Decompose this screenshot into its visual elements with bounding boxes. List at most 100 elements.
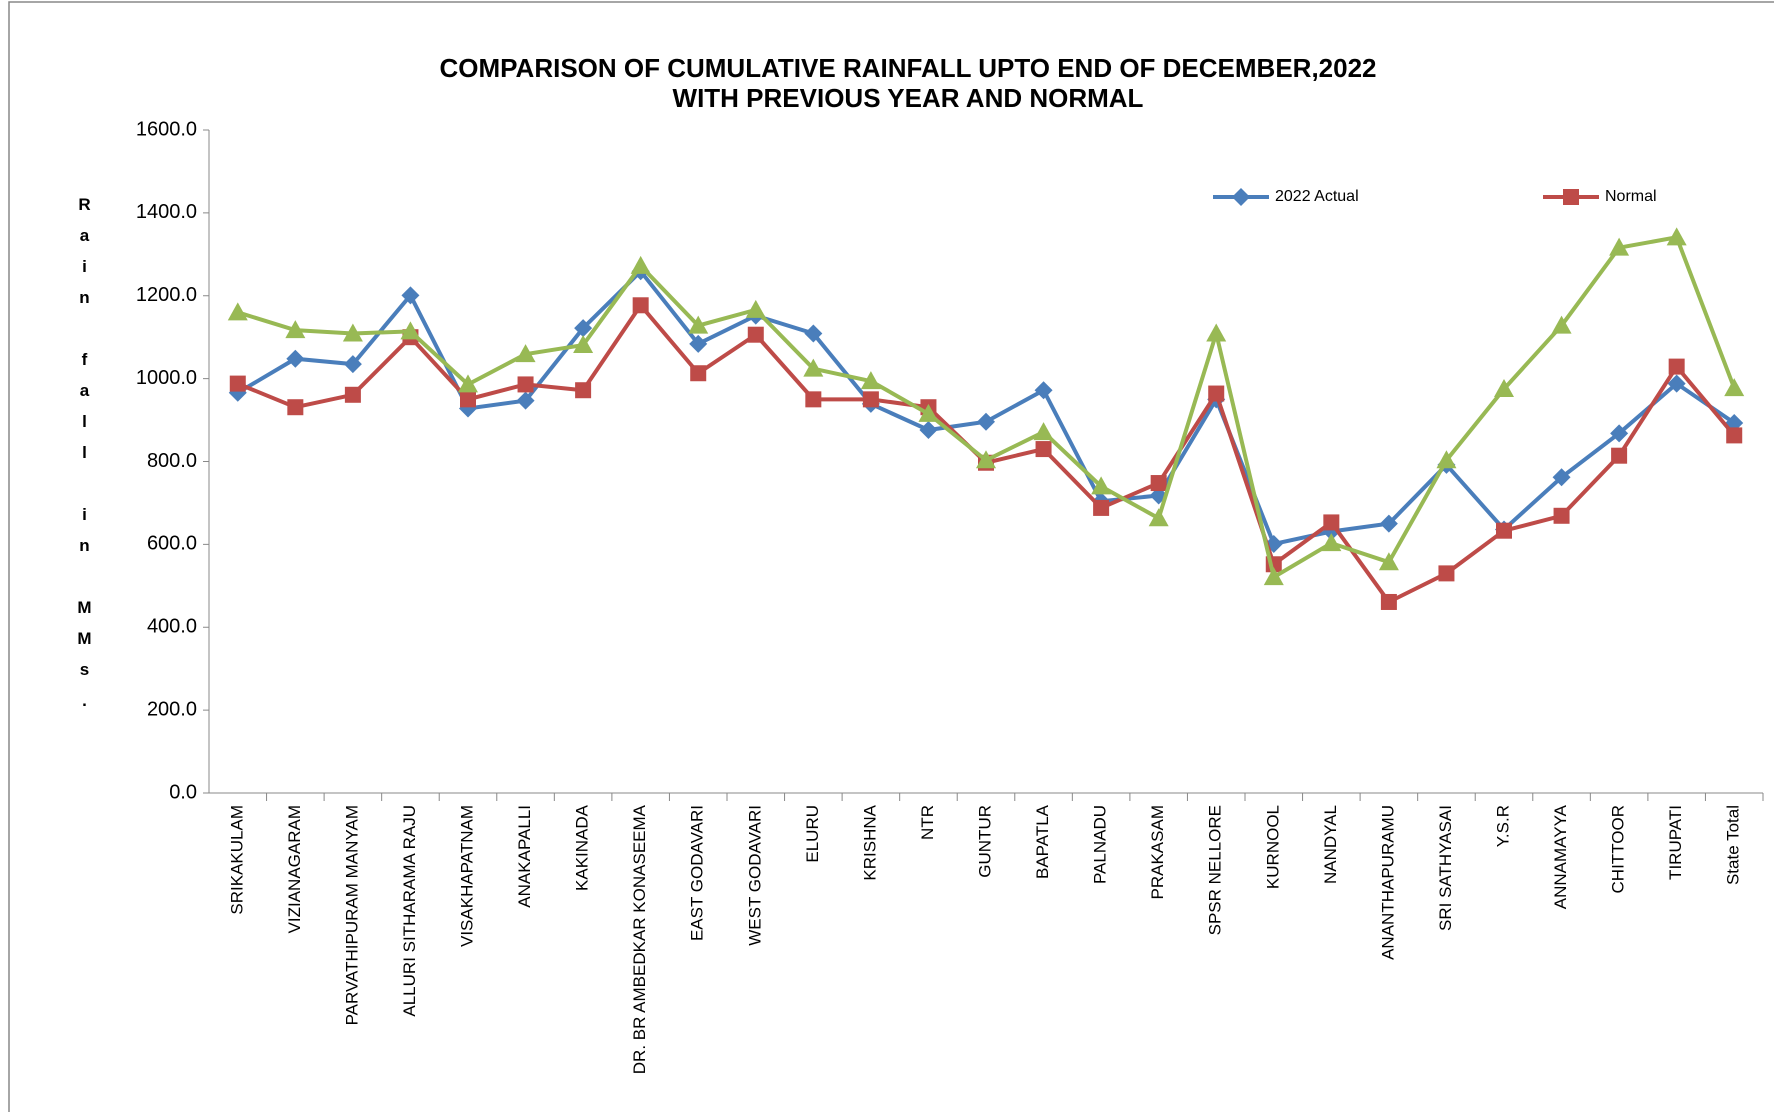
data-point xyxy=(344,386,361,403)
y-tick-label: 1000.0 xyxy=(136,367,197,389)
data-point xyxy=(1438,565,1455,582)
data-point xyxy=(400,321,421,340)
data-point xyxy=(1033,422,1054,441)
x-tick-label: ANNAMAYYA xyxy=(1551,804,1570,909)
data-point xyxy=(1035,441,1052,458)
x-tick-label: NTR xyxy=(918,805,937,840)
x-tick-label: PRAKASAM xyxy=(1148,805,1167,899)
x-tick-label: BAPATLA xyxy=(1033,804,1052,879)
data-point xyxy=(458,374,478,393)
data-point xyxy=(227,302,248,321)
data-point xyxy=(286,349,305,368)
data-point xyxy=(1378,552,1399,571)
x-tick-label: VIZIANAGARAM xyxy=(285,805,304,933)
data-point xyxy=(1379,514,1398,533)
data-point xyxy=(460,391,476,408)
y-tick-label: 0.0 xyxy=(169,781,197,803)
x-tick-label: CHITTOOR xyxy=(1609,805,1628,893)
data-point xyxy=(630,255,651,274)
y-tick-label: 1400.0 xyxy=(136,201,197,223)
data-point xyxy=(1667,374,1686,393)
data-point xyxy=(1610,424,1629,443)
data-point xyxy=(517,376,534,393)
data-point xyxy=(285,320,306,339)
data-point xyxy=(1609,237,1630,256)
data-point xyxy=(1552,468,1571,487)
data-point xyxy=(1436,450,1457,469)
data-point xyxy=(515,344,536,363)
x-tick-label: EAST GODAVARI xyxy=(688,805,707,941)
data-point xyxy=(1208,385,1225,402)
legend-label: Normal xyxy=(1605,188,1657,205)
x-tick-label: SRI SATHYASAI xyxy=(1436,805,1455,931)
x-tick-label: ELURU xyxy=(803,805,822,863)
data-point xyxy=(1553,507,1570,524)
x-tick-label: KURNOOL xyxy=(1263,805,1282,889)
y-tick-label: 600.0 xyxy=(147,533,197,555)
data-point xyxy=(747,326,764,343)
chart-title: WITH PREVIOUS YEAR AND NORMAL xyxy=(673,83,1144,113)
data-point xyxy=(1034,381,1053,400)
data-point xyxy=(1551,315,1572,334)
data-point xyxy=(1726,427,1743,444)
x-tick-label: ANAKAPALLI xyxy=(515,805,534,908)
x-tick-label: VISAKHAPATNAM xyxy=(457,805,476,947)
chart-title: COMPARISON OF CUMULATIVE RAINFALL UPTO E… xyxy=(439,53,1376,83)
y-tick-label: 200.0 xyxy=(147,698,197,720)
data-point xyxy=(745,299,766,318)
data-point xyxy=(976,450,996,469)
x-tick-label: State Total xyxy=(1724,805,1743,885)
y-tick-label: 1200.0 xyxy=(136,284,197,306)
data-point xyxy=(860,371,881,390)
data-point xyxy=(343,355,362,374)
frame xyxy=(8,1,1774,1112)
data-point xyxy=(1496,522,1512,539)
x-tick-label: KRISHNA xyxy=(860,804,879,880)
x-tick-label: PALNADU xyxy=(1091,805,1110,884)
data-point xyxy=(229,375,246,392)
data-point xyxy=(805,391,822,408)
data-point xyxy=(862,391,879,408)
data-point xyxy=(1380,593,1397,610)
data-point xyxy=(1148,508,1169,527)
x-tick-label: PARVATHIPURAM MANYAM xyxy=(342,805,361,1025)
data-point xyxy=(1091,476,1112,495)
data-point xyxy=(690,365,707,382)
data-point xyxy=(919,421,938,440)
data-point xyxy=(977,412,995,431)
data-point xyxy=(1323,514,1340,531)
x-tick-label: Y.S.R xyxy=(1493,805,1512,847)
legend-label: 2022 Actual xyxy=(1275,188,1359,205)
data-point xyxy=(1724,378,1745,397)
data-point xyxy=(632,297,649,314)
data-point xyxy=(342,323,363,342)
y-axis-label: Rain fall in MMs. xyxy=(75,195,94,722)
data-point xyxy=(804,324,823,343)
data-point xyxy=(575,382,592,399)
data-point xyxy=(689,334,708,353)
data-point xyxy=(1206,323,1227,342)
data-point xyxy=(1150,475,1167,492)
data-point xyxy=(1093,499,1110,516)
x-tick-label: DR. BR AMBEDKAR KONASEEMA xyxy=(630,804,649,1074)
x-tick-label: WEST GODAVARI xyxy=(745,805,764,946)
x-tick-label: SPSR NELLORE xyxy=(1206,805,1225,935)
x-tick-label: TIRUPATI xyxy=(1666,805,1685,880)
data-point xyxy=(287,399,304,416)
data-point xyxy=(573,335,594,354)
data-point xyxy=(1263,567,1284,586)
data-point xyxy=(1321,533,1342,552)
y-tick-label: 400.0 xyxy=(147,616,197,638)
data-point xyxy=(1494,378,1514,397)
y-tick-label: 1600.0 xyxy=(136,118,197,140)
data-point xyxy=(516,391,535,410)
x-tick-label: GUNTUR xyxy=(975,805,994,878)
data-point xyxy=(918,403,939,422)
data-point xyxy=(803,358,824,377)
data-point xyxy=(574,319,593,338)
data-point xyxy=(401,286,420,305)
x-tick-label: NANDYAL xyxy=(1321,805,1340,884)
x-tick-label: SRIKAKULAM xyxy=(227,805,246,915)
